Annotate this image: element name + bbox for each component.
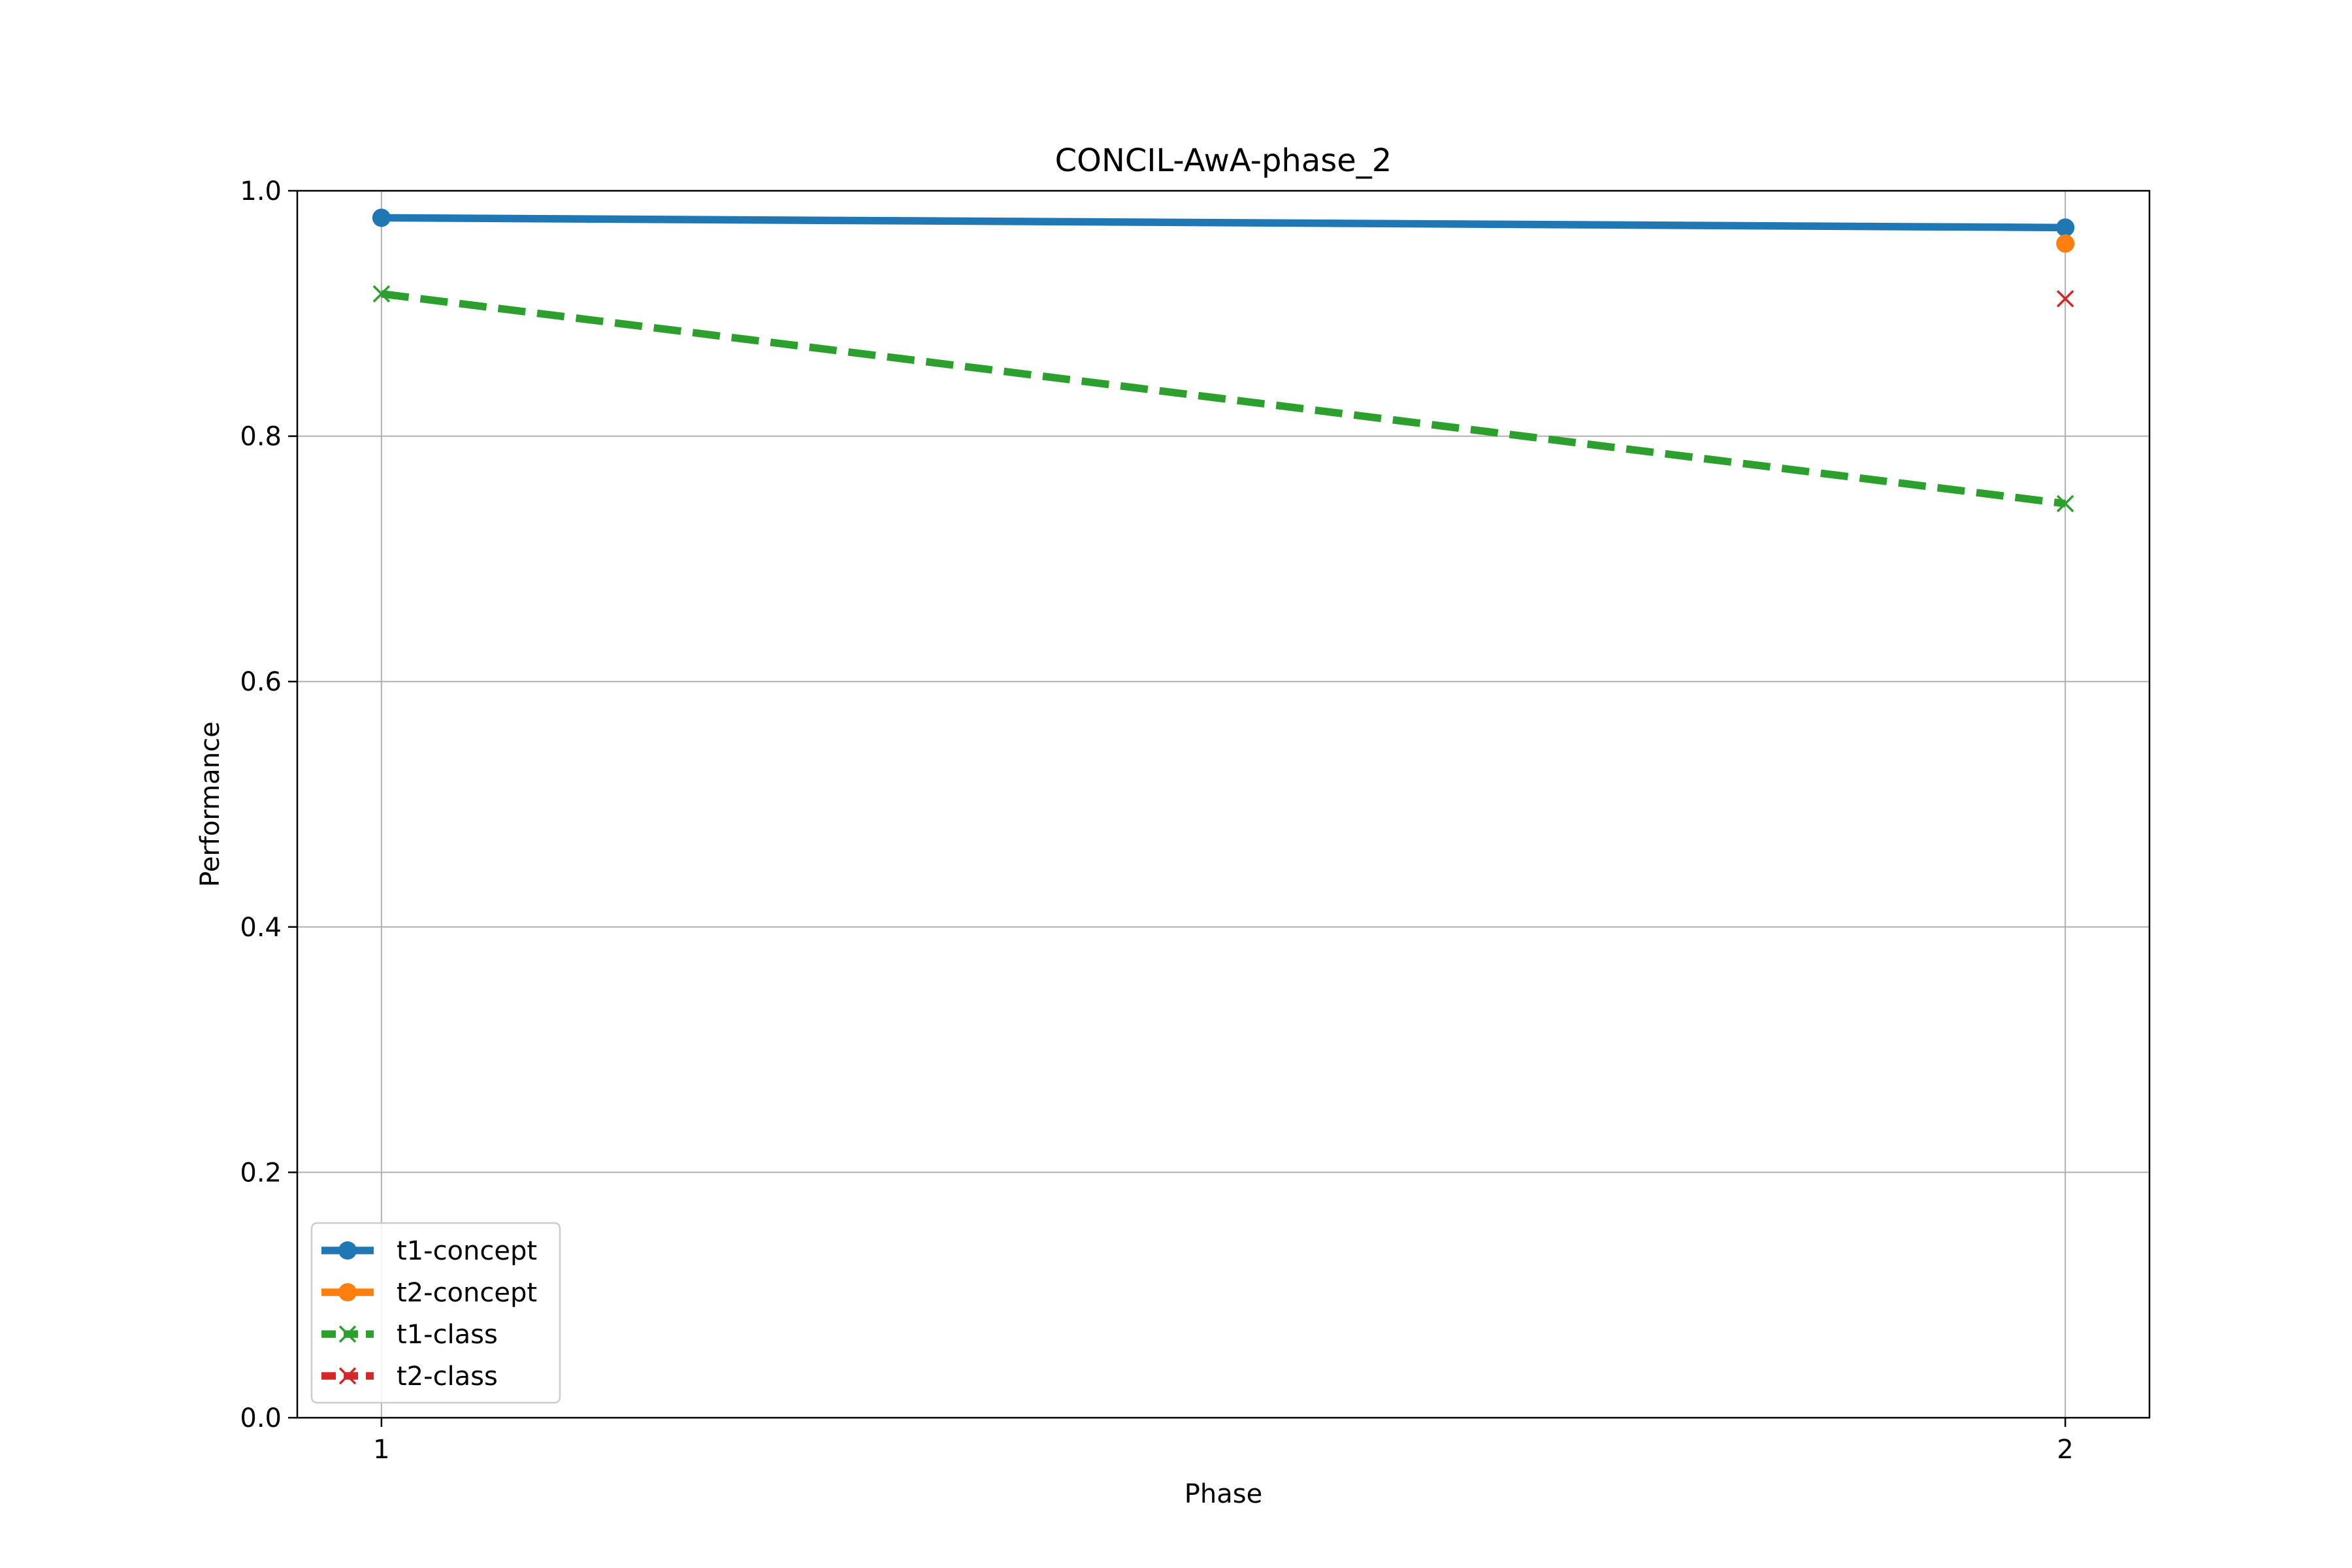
legend-item: t2-class <box>321 1362 498 1392</box>
data-point <box>2056 495 2074 513</box>
series-layer <box>372 208 2075 513</box>
legend-label: t1-concept <box>397 1236 537 1266</box>
series-t2-concept <box>2056 234 2075 253</box>
data-point <box>338 1283 357 1301</box>
y-tick-label: 0.6 <box>240 667 282 697</box>
x-axis-label: Phase <box>1184 1479 1262 1509</box>
y-axis-label: Performance <box>195 721 225 887</box>
y-tick-label: 1.0 <box>240 176 282 206</box>
x-tick-label: 2 <box>2057 1435 2073 1465</box>
series-t1-class <box>372 285 2074 513</box>
legend-item: t1-concept <box>321 1236 537 1266</box>
series-line <box>381 290 2066 508</box>
data-point <box>372 285 391 302</box>
axes: 0.0 0.2 0.4 0.6 0.8 1.0 1 2 <box>240 176 2073 1465</box>
legend-label: t2-concept <box>397 1278 537 1308</box>
legend-label: t1-class <box>397 1320 498 1350</box>
legend-label: t2-class <box>397 1362 498 1392</box>
data-point <box>372 208 391 227</box>
y-tick-label: 0.8 <box>240 422 282 452</box>
data-point <box>338 1241 357 1260</box>
data-point <box>338 1325 357 1343</box>
y-tick-label: 0.4 <box>240 913 282 943</box>
data-point <box>338 1367 357 1385</box>
legend-item: t1-class <box>321 1320 498 1350</box>
plot-area-frame <box>296 189 2151 1419</box>
chart-title: CONCIL-AwA-phase_2 <box>1055 142 1392 179</box>
series-line <box>378 214 2069 232</box>
legend: t1-concept t2-concept t1-class t2-class <box>310 1222 561 1404</box>
legend-item: t2-concept <box>321 1278 537 1308</box>
y-tick-label: 0.2 <box>240 1158 282 1188</box>
series-t2-class <box>2056 290 2074 308</box>
legend-box <box>310 1222 561 1404</box>
data-point <box>2056 218 2075 237</box>
series-t1-concept <box>372 208 2075 237</box>
x-tick-label: 1 <box>373 1435 389 1465</box>
data-point <box>2056 290 2074 308</box>
data-point <box>2056 234 2075 253</box>
y-tick-label: 0.0 <box>240 1403 282 1433</box>
